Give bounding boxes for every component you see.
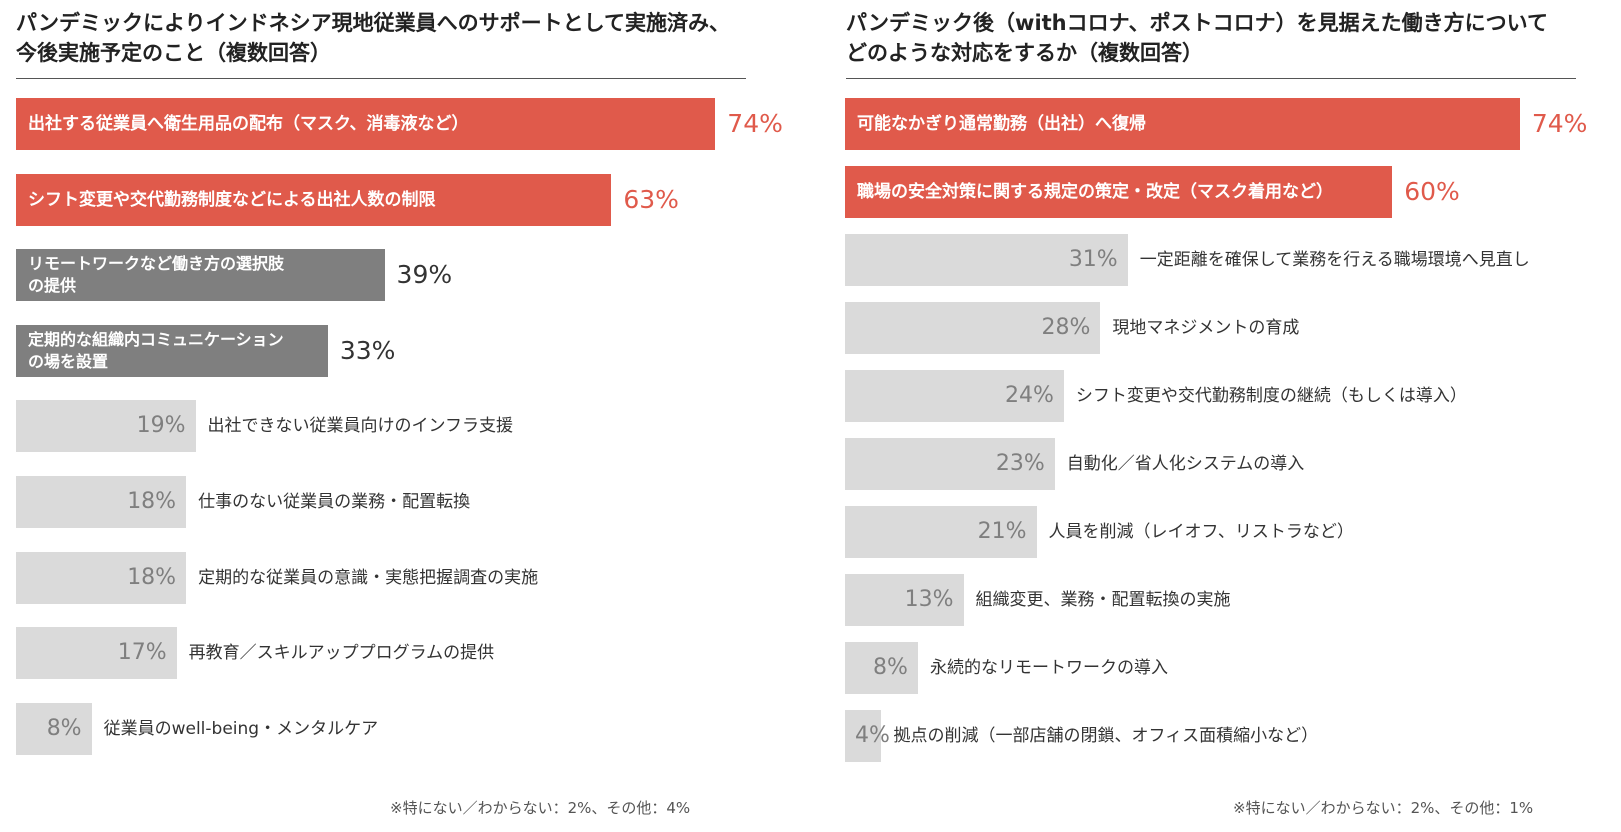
right-chart-title: パンデミック後（withコロナ、ポストコロナ）を見据えた働き方について どのよう… — [846, 8, 1548, 68]
left-chart-title: パンデミックによりインドネシア現地従業員へのサポートとして実施済み、 今後実施予… — [16, 8, 730, 68]
bar-8: 13% — [845, 574, 964, 626]
value-label-2: 60% — [1404, 177, 1460, 206]
value-label-5: 19% — [136, 413, 186, 439]
bar-8: 17% — [16, 627, 177, 680]
category-label-4: 現地マネジメントの育成 — [1112, 318, 1300, 338]
right-title-line1: パンデミック後（withコロナ、ポストコロナ）を見据えた働き方について — [846, 11, 1548, 35]
category-label-3: 一定距離を確保して業務を行える職場環境へ見直し — [1139, 250, 1530, 270]
bar-1: 可能なかぎり通常勤務（出社）へ復帰 — [845, 98, 1520, 150]
bar-2: 職場の安全対策に関する規定の策定・改定（マスク着用など） — [845, 166, 1393, 218]
bar-label-line: リモートワークなど働き方の選択肢 — [28, 254, 285, 274]
value-label-6: 23% — [995, 451, 1045, 476]
value-label-6: 18% — [127, 489, 177, 514]
bar-label-line: 出社する従業員へ衛生用品の配布（マスク、消毒液など） — [28, 114, 469, 134]
value-label-7: 21% — [977, 519, 1027, 544]
category-label-5: シフト変更や交代勤務制度の継続（もしくは導入） — [1075, 386, 1467, 406]
value-label-3: 39% — [396, 260, 453, 290]
category-label-9: 従業員のwell-being・メンタルケア — [103, 718, 379, 739]
value-label-1: 74% — [727, 109, 783, 138]
left-panel: パンデミックによりインドネシア現地従業員へのサポートとして実施済み、 今後実施予… — [0, 0, 800, 832]
value-label-2: 63% — [623, 184, 679, 214]
value-label-9: 8% — [873, 655, 908, 680]
category-label-9: 永続的なリモートワークの導入 — [929, 658, 1168, 678]
right-footnote: ※特にない／わからない：2%、その他：1% — [1233, 799, 1534, 817]
bar-label-3: リモートワークなど働き方の選択肢 の提供 — [28, 249, 284, 301]
bar-label-line: シフト変更や交代勤務制度などによる出社人数の制限 — [28, 189, 436, 210]
bar-5: 19% — [16, 400, 196, 453]
category-label-8: 組織変更、業務・配置転換の実施 — [975, 590, 1231, 610]
bar-label-1: 可能なかぎり通常勤務（出社）へ復帰 — [857, 98, 1146, 150]
category-label-10: 拠点の削減（一部店舗の閉鎖、オフィス面積縮小など） — [893, 726, 1319, 746]
left-title-rule — [16, 78, 746, 79]
category-label-8: 再教育／スキルアッププログラムの提供 — [188, 643, 495, 664]
value-label-9: 8% — [46, 715, 82, 741]
bar-label-line: の場を設置 — [28, 351, 109, 371]
bar-label-1: 出社する従業員へ衛生用品の配布（マスク、消毒液など） — [28, 98, 468, 150]
bar-4: 定期的な組織内コミュニケーション の場を設置 — [16, 324, 328, 377]
bar-label-line: 職場の安全対策に関する規定の策定・改定（マスク着用など） — [857, 182, 1333, 202]
bar-9: 8% — [845, 642, 918, 694]
value-label-10: 4% — [855, 723, 890, 748]
bar-10: 4% — [845, 710, 890, 762]
bar-label-4: 定期的な組織内コミュニケーション の場を設置 — [28, 325, 284, 377]
bar-1: 出社する従業員へ衛生用品の配布（マスク、消毒液など） — [16, 98, 716, 150]
value-label-4: 33% — [339, 335, 396, 365]
bar-5: 24% — [845, 370, 1064, 422]
left-footnote: ※特にない／わからない：2%、その他：4% — [390, 799, 691, 817]
value-label-3: 31% — [1068, 247, 1118, 272]
bar-label-line: 定期的な組織内コミュニケーション — [28, 329, 284, 349]
category-label-5: 出社できない従業員向けのインフラ支援 — [207, 416, 514, 437]
bar-6: 18% — [16, 476, 187, 528]
bar-7: 18% — [16, 551, 187, 604]
bar-3: リモートワークなど働き方の選択肢 の提供 — [16, 249, 385, 302]
left-title-line2: 今後実施予定のこと（複数回答） — [16, 41, 331, 65]
bar-9: 8% — [16, 702, 92, 755]
bar-2: シフト変更や交代勤務制度などによる出社人数の制限 — [16, 173, 612, 226]
right-title-rule — [846, 78, 1576, 79]
bar-7: 21% — [845, 506, 1037, 558]
bar-4: 28% — [845, 302, 1101, 354]
value-label-4: 28% — [1041, 315, 1091, 340]
bar-3: 31% — [845, 234, 1128, 286]
right-panel: パンデミック後（withコロナ、ポストコロナ）を見据えた働き方について どのよう… — [830, 0, 1621, 832]
category-label-6: 仕事のない従業員の業務・配置転換 — [198, 492, 471, 512]
value-label-7: 18% — [127, 564, 177, 590]
value-label-1: 74% — [1531, 109, 1588, 138]
bar-label-line: の提供 — [28, 276, 77, 296]
right-title-line2: どのような対応をするか（複数回答） — [846, 41, 1203, 65]
value-label-5: 24% — [1004, 383, 1054, 408]
bar-6: 23% — [845, 438, 1055, 490]
category-label-7: 人員を削減（レイオフ、リストラなど） — [1048, 522, 1354, 542]
category-label-6: 自動化／省人化システムの導入 — [1066, 454, 1305, 474]
value-label-8: 17% — [117, 640, 167, 666]
left-title-line1: パンデミックによりインドネシア現地従業員へのサポートとして実施済み、 — [16, 11, 730, 35]
value-label-8: 13% — [904, 587, 954, 612]
bar-label-2: 職場の安全対策に関する規定の策定・改定（マスク着用など） — [857, 166, 1333, 218]
category-label-7: 定期的な従業員の意識・実態把握調査の実施 — [198, 567, 539, 588]
bar-label-line: 可能なかぎり通常勤務（出社）へ復帰 — [857, 114, 1146, 134]
bar-label-2: シフト変更や交代勤務制度などによる出社人数の制限 — [28, 174, 436, 226]
